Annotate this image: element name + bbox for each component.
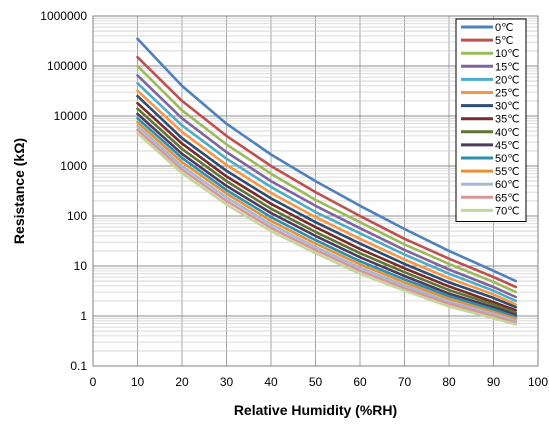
y-tick-label: 10 (74, 259, 88, 273)
legend-label: 10℃ (495, 48, 520, 60)
x-tick-label: 50 (309, 375, 323, 389)
x-tick-label: 100 (528, 375, 548, 389)
y-tick-label: 10000 (54, 109, 88, 123)
legend-label: 65℃ (495, 192, 520, 204)
series-line (136, 107, 518, 315)
x-tick-label: 0 (90, 375, 97, 389)
legend: 0℃5℃10℃15℃20℃ 25℃30℃35℃40℃45℃50℃55℃60℃65℃… (455, 18, 527, 222)
legend-label: 60℃ (495, 179, 520, 191)
x-tick-label: 20 (175, 375, 189, 389)
series-lines (136, 37, 518, 326)
legend-label: 20℃ (495, 74, 520, 86)
series-line (136, 112, 518, 317)
y-tick-label: 100 (67, 209, 87, 223)
legend-label: 30℃ (495, 101, 520, 113)
series-line (136, 82, 518, 303)
series-line (136, 117, 518, 319)
legend-label: 5℃ (495, 35, 513, 47)
x-tick-label: 40 (264, 375, 278, 389)
legend-label: 45℃ (495, 140, 520, 152)
x-axis-ticks: 0 10 20 30 40 50 60 70 80 90 100 (90, 375, 549, 389)
y-tick-label: 0.1 (70, 359, 87, 373)
x-tick-label: 70 (398, 375, 412, 389)
series-line (136, 55, 518, 289)
y-tick-label: 100000 (47, 59, 87, 73)
plot-area (92, 15, 539, 367)
series-line (136, 94, 518, 309)
x-tick-label: 30 (220, 375, 234, 389)
series-line (136, 124, 518, 323)
series-line (136, 64, 518, 294)
legend-label: 40℃ (495, 127, 520, 139)
x-tick-label: 80 (442, 375, 456, 389)
legend-label: 0℃ (495, 22, 513, 34)
y-tick-label: 1000 (60, 159, 87, 173)
legend-label: 55℃ (495, 166, 520, 178)
legend-label: 25℃ (495, 88, 520, 100)
y-axis-title: Resistance (kΩ) (11, 138, 27, 244)
legend-label: 70℃ (495, 205, 520, 217)
series-line (136, 37, 518, 283)
y-tick-label: 1 (80, 309, 87, 323)
y-tick-label: 1000000 (40, 9, 87, 23)
x-tick-label: 90 (487, 375, 501, 389)
legend-label: 50℃ (495, 153, 520, 165)
series-line (136, 128, 518, 324)
x-tick-label: 60 (353, 375, 367, 389)
series-line (136, 101, 518, 312)
series-line (136, 74, 518, 299)
x-tick-label: 10 (131, 375, 145, 389)
x-axis-title: Relative Humidity (%RH) (234, 402, 397, 418)
y-axis-ticks: 0.1 1 10 100 1000 10000 100000 1000000 (40, 9, 87, 373)
series-line (136, 120, 518, 321)
legend-label: 15℃ (495, 61, 520, 73)
legend-label: 35℃ (495, 114, 520, 126)
series-line (136, 132, 518, 326)
series-line (136, 89, 518, 306)
